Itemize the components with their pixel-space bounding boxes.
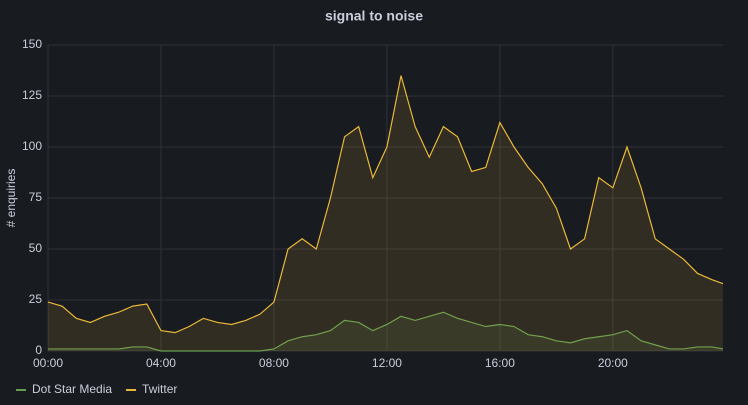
- y-axis-label: # enquiries: [4, 169, 18, 228]
- y-tick-label: 25: [29, 292, 43, 306]
- area: [48, 75, 723, 351]
- x-tick-label: 12:00: [372, 356, 402, 370]
- x-tick-label: 08:00: [259, 356, 289, 370]
- y-tick-label: 150: [22, 37, 42, 51]
- chart-title: signal to noise: [325, 8, 423, 24]
- legend-label[interactable]: Twitter: [142, 382, 177, 396]
- y-tick-label: 0: [35, 343, 42, 357]
- y-tick-label: 50: [29, 241, 43, 255]
- x-tick-label: 16:00: [485, 356, 515, 370]
- series-line: [48, 311, 724, 352]
- x-tick-label: 00:00: [33, 356, 63, 370]
- x-tick-label: 04:00: [146, 356, 176, 370]
- series-line: [47, 75, 724, 334]
- x-tick-label: 20:00: [598, 356, 628, 370]
- legend-label[interactable]: Dot Star Media: [32, 382, 112, 396]
- area: [48, 312, 723, 351]
- y-tick-label: 75: [29, 190, 43, 204]
- y-tick-label: 125: [22, 88, 42, 102]
- y-tick-label: 100: [22, 139, 42, 153]
